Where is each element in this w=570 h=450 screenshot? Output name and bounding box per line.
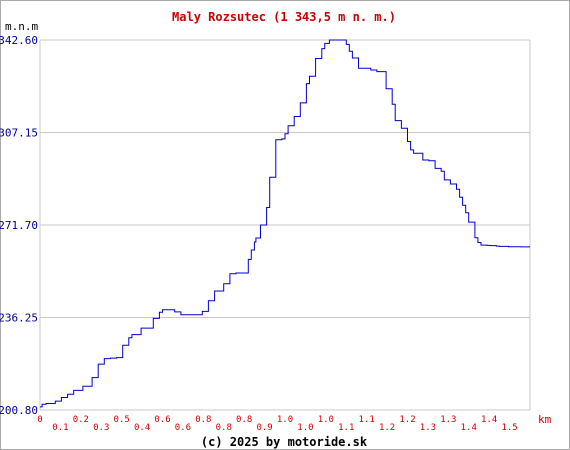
x-tick-label-secondary: 1.0: [297, 423, 313, 433]
x-tick-label-secondary: 0.9: [256, 423, 272, 433]
y-axis-label: m.n.m: [5, 20, 38, 33]
x-tick-label-secondary: 0.8: [216, 423, 232, 433]
footer-credit: (c) 2025 by motoride.sk: [201, 435, 368, 449]
x-tick-label-secondary: 0.4: [134, 423, 150, 433]
x-tick-label: 0: [37, 415, 42, 425]
x-tick-label: 0.6: [154, 415, 170, 425]
elevation-series-line: [40, 39, 530, 408]
x-tick-label-secondary: 1.1: [338, 423, 354, 433]
x-tick-label: 1.3: [440, 415, 456, 425]
x-tick-label: 1.2: [399, 415, 415, 425]
x-tick-label-secondary: 1.4: [461, 423, 477, 433]
x-tick-label-secondary: 1.5: [501, 423, 517, 433]
y-tick-label: 1342.60: [0, 34, 38, 47]
x-tick-label-secondary: 0.6: [175, 423, 191, 433]
chart-title: Maly Rozsutec (1 343,5 m n. m.): [172, 10, 396, 24]
y-tick-label: 1200.80: [0, 404, 38, 417]
x-tick-label-secondary: 0.1: [52, 423, 68, 433]
x-tick-label-secondary: 0.3: [93, 423, 109, 433]
x-tick-label: 1.4: [481, 415, 497, 425]
y-tick-label: 1307.15: [0, 127, 38, 140]
x-tick-label: 0.5: [114, 415, 130, 425]
x-tick-label: 0.8: [236, 415, 252, 425]
x-tick-label: 1.0: [277, 415, 293, 425]
y-tick-label: 1236.25: [0, 312, 38, 325]
line-layer: [40, 39, 530, 408]
grid-layer: [39, 39, 531, 411]
x-tick-label: 0.2: [73, 415, 89, 425]
y-tick-label: 1271.70: [0, 219, 38, 232]
x-axis-unit: km: [538, 413, 552, 426]
x-tick-label: 0.8: [195, 415, 211, 425]
x-tick-label-secondary: 1.3: [420, 423, 436, 433]
x-tick-label: 1.1: [359, 415, 375, 425]
tick-layer: 1342.60 1307.15 1271.70 1236.25 1200.800 0.2 0…: [0, 34, 518, 433]
x-tick-label: 1.0: [318, 415, 334, 425]
x-tick-label-secondary: 1.2: [379, 423, 395, 433]
